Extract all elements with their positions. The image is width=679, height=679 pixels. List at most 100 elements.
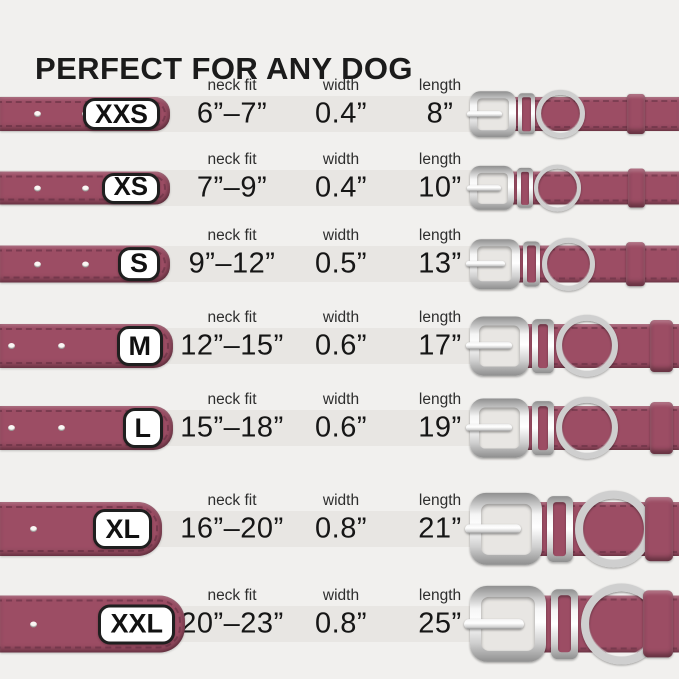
width-value: 0.8” — [315, 607, 367, 640]
strap-hole — [58, 425, 65, 431]
column-header-length: length — [418, 492, 462, 509]
neck-fit-value: 12”–15” — [180, 329, 284, 362]
collar-buckle-graphic — [464, 484, 679, 574]
buckle-prong-icon — [465, 424, 512, 432]
keeper-icon — [518, 93, 535, 135]
width-value: 0.4” — [315, 171, 367, 204]
strap-hole — [58, 343, 65, 349]
column-header-width: width — [322, 309, 360, 326]
column-header-neck-fit: neck fit — [207, 587, 257, 604]
strap-hole — [34, 111, 41, 117]
keeper-icon — [546, 496, 573, 562]
length-value: 13” — [418, 247, 462, 280]
keeper-icon — [516, 167, 533, 209]
collar-strap: XXL — [0, 595, 185, 653]
strap-hole — [30, 621, 37, 627]
d-ring-icon — [534, 164, 582, 212]
d-ring-icon — [555, 396, 619, 460]
column-header-length: length — [418, 391, 462, 408]
leather-loop-icon — [643, 590, 673, 658]
keeper-icon — [532, 401, 554, 455]
collar-strap: XL — [0, 502, 162, 556]
size-row-xs: neck fit 7”–9” width 0.4” length 10” XS — [0, 143, 679, 233]
d-ring-icon — [536, 89, 585, 139]
neck-fit-value: 15”–18” — [180, 411, 284, 444]
width-value: 0.6” — [315, 411, 367, 444]
column-header-length: length — [418, 587, 462, 604]
size-badge: L — [122, 408, 163, 448]
column-header-neck-fit: neck fit — [207, 492, 257, 509]
d-ring-icon — [555, 314, 619, 378]
leather-loop-icon — [650, 402, 673, 454]
page-title: PERFECT FOR ANY DOG — [35, 50, 413, 86]
collar-buckle-graphic — [466, 69, 679, 159]
column-header-width: width — [322, 587, 360, 604]
strap-hole — [34, 261, 41, 267]
neck-fit-value: 9”–12” — [188, 247, 276, 280]
size-badge: S — [117, 246, 160, 282]
d-ring-icon — [575, 490, 652, 568]
size-badge: M — [116, 326, 163, 366]
buckle-prong-icon — [464, 524, 522, 534]
keeper-icon — [522, 241, 541, 287]
collar-buckle-graphic — [464, 579, 679, 669]
width-value: 0.5” — [315, 247, 367, 280]
size-badge: XL — [93, 509, 152, 549]
column-header-length: length — [418, 151, 462, 168]
width-value: 0.4” — [315, 97, 367, 130]
strap-hole — [8, 343, 15, 349]
size-badge: XXS — [82, 98, 160, 130]
column-header-neck-fit: neck fit — [207, 227, 257, 244]
length-value: 25” — [418, 607, 462, 640]
width-value: 0.6” — [315, 329, 367, 362]
strap-hole — [82, 261, 89, 267]
size-row-s: neck fit 9”–12” width 0.5” length 13” S — [0, 219, 679, 309]
size-badge: XXL — [98, 604, 175, 644]
strap-hole — [82, 185, 89, 191]
neck-fit-value: 6”–7” — [196, 97, 268, 130]
keeper-icon — [532, 319, 554, 373]
collar-strap: S — [0, 245, 170, 283]
column-header-neck-fit: neck fit — [207, 151, 257, 168]
size-row-m: neck fit 12”–15” width 0.6” length 17” M — [0, 301, 679, 391]
column-header-width: width — [322, 391, 360, 408]
neck-fit-value: 20”–23” — [180, 607, 284, 640]
buckle-prong-icon — [465, 342, 512, 350]
column-header-neck-fit: neck fit — [207, 309, 257, 326]
leather-loop-icon — [644, 497, 673, 561]
column-header-length: length — [418, 77, 462, 94]
size-badge: XS — [101, 172, 160, 204]
width-value: 0.8” — [315, 512, 367, 545]
column-header-width: width — [322, 77, 360, 94]
size-row-xxs: neck fit 6”–7” width 0.4” length 8” XXS — [0, 69, 679, 159]
column-header-length: length — [418, 227, 462, 244]
size-row-xl: neck fit 16”–20” width 0.8” length 21” X… — [0, 484, 679, 574]
length-value: 17” — [418, 329, 462, 362]
column-header-width: width — [322, 227, 360, 244]
column-header-width: width — [322, 492, 360, 509]
column-header-neck-fit: neck fit — [207, 77, 257, 94]
buckle-prong-icon — [464, 619, 525, 629]
collar-buckle-graphic — [465, 301, 679, 391]
size-row-xxl: neck fit 20”–23” width 0.8” length 25” X… — [0, 579, 679, 669]
leather-loop-icon — [625, 242, 645, 286]
length-value: 21” — [418, 512, 462, 545]
length-value: 8” — [426, 97, 454, 130]
buckle-prong-icon — [466, 111, 503, 117]
strap-hole — [34, 185, 41, 191]
strap-hole — [8, 425, 15, 431]
buckle-prong-icon — [466, 260, 506, 268]
strap-hole — [30, 526, 37, 532]
size-row-l: neck fit 15”–18” width 0.6” length 19” L — [0, 383, 679, 473]
d-ring-icon — [542, 237, 595, 291]
collar-buckle-graphic — [466, 219, 679, 309]
collar-strap: M — [0, 324, 173, 368]
column-header-neck-fit: neck fit — [207, 391, 257, 408]
collar-strap: XXS — [0, 97, 170, 131]
length-value: 10” — [418, 171, 462, 204]
collar-buckle-graphic — [466, 143, 679, 233]
leather-loop-icon — [650, 320, 673, 372]
neck-fit-value: 7”–9” — [196, 171, 268, 204]
neck-fit-value: 16”–20” — [180, 512, 284, 545]
